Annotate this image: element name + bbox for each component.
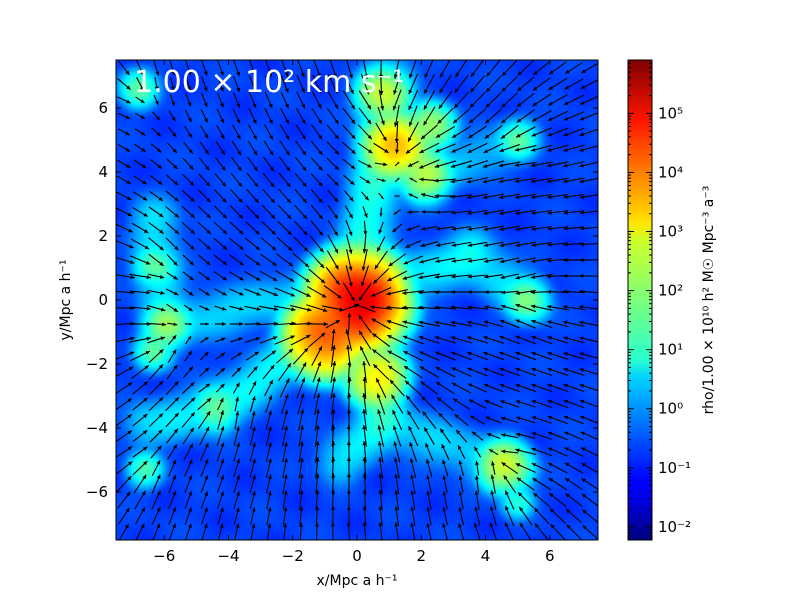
y-tick-label: −4 <box>86 419 108 437</box>
colorbar-tick-label: 10⁻¹ <box>658 459 691 477</box>
colorbar-tick-label: 10² <box>658 282 683 300</box>
colorbar-label: rho/1.00 × 10¹⁰ h² M☉ Mpc⁻³ a⁻³ <box>701 186 717 415</box>
y-tick-label: 6 <box>98 99 108 117</box>
plot-area: 1.00 × 10² km s⁻¹ −6 −4 −2 0 2 4 6 −6 −4 −2 0 2 4 6 <box>86 57 601 565</box>
x-tick-label: −4 <box>217 547 239 565</box>
colorbar-tick-label: 10¹ <box>658 341 683 359</box>
y-tick-label: 2 <box>98 227 108 245</box>
y-axis-label: y/Mpc a h⁻¹ <box>58 259 74 340</box>
y-tick-label: −6 <box>86 483 108 501</box>
x-axis-label: x/Mpc a h⁻¹ <box>316 573 397 589</box>
x-tick-label: 2 <box>416 547 426 565</box>
colorbar-tick-label: 10⁴ <box>658 163 683 181</box>
colorbar-tick-label: 10⁻² <box>658 518 691 536</box>
colorbar-tick-label: 10³ <box>658 223 683 241</box>
x-tick-label: −2 <box>282 547 304 565</box>
colorbar-tick-label: 10⁰ <box>658 400 683 418</box>
y-tick-label: −2 <box>86 355 108 373</box>
colorbar-tick-label: 10⁵ <box>658 104 683 122</box>
x-tick-label: 4 <box>481 547 491 565</box>
y-tick-label: 4 <box>98 163 108 181</box>
x-tick-label: −6 <box>153 547 175 565</box>
y-tick-label: 0 <box>98 291 108 309</box>
x-tick-label: 6 <box>545 547 555 565</box>
x-tick-label: 0 <box>352 547 362 565</box>
colorbar: 10⁻² 10⁻¹ 10⁰ 10¹ 10² 10³ 10⁴ 10⁵ rho/1.00 × 10… <box>628 60 717 540</box>
velocity-scale-annotation: 1.00 × 10² km s⁻¹ <box>134 65 404 100</box>
